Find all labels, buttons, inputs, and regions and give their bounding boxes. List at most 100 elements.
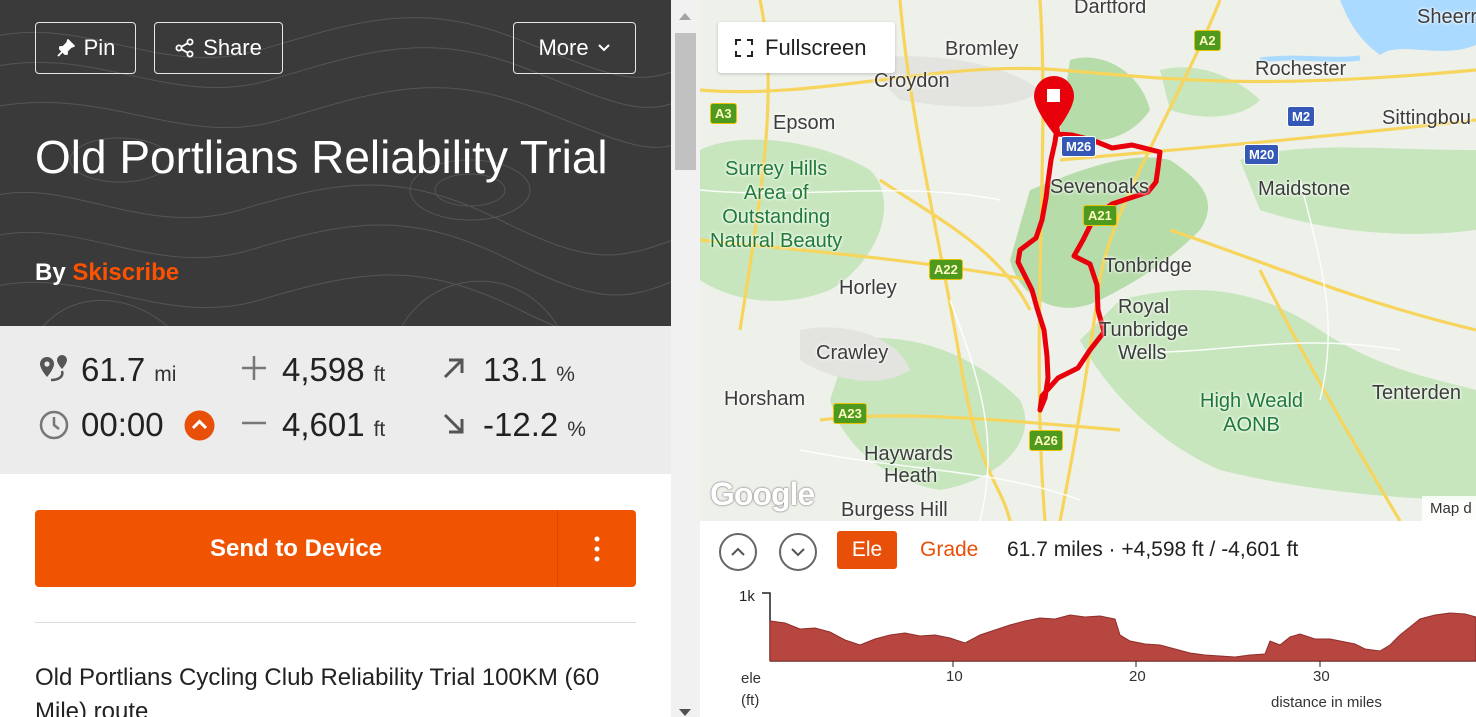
byline: By Skiscribe [35,259,179,287]
map-place-rochester: Rochester [1255,58,1347,80]
route-details-panel: Pin Share More Old Portlians Reliability… [0,0,671,717]
more-label: More [538,35,589,60]
chevron-up-icon [731,547,745,556]
elevation-gain-unit: ft [373,363,386,386]
route-map[interactable]: Fullscreen Dartford Sheerr Bromley Croyd… [700,0,1476,521]
pin-icon [56,39,75,57]
plus-icon [242,356,266,380]
arrow-up-right-icon [443,358,464,379]
section-divider [35,622,636,623]
send-options-button[interactable] [558,510,636,587]
road-a26: A26 [1029,430,1063,451]
kebab-menu-icon [594,536,600,561]
area-line: Natural Beauty [710,230,843,252]
elevation-loss-unit: ft [373,418,386,441]
area-line: Area of [743,182,809,204]
time-stat: 00:00 [81,406,164,444]
area-line: High Weald [1200,390,1304,412]
road-a22: A22 [929,259,963,280]
max-grade-stat: 13.1 % [483,351,575,389]
by-prefix: By [35,259,66,286]
map-place-sheerness: Sheerr [1417,6,1476,28]
chevron-up-circle-icon[interactable] [184,410,215,441]
chevron-down-icon [791,548,805,557]
tab-grade[interactable]: Grade [920,538,979,561]
scrollbar-thumb[interactable] [675,33,696,170]
x-tick-10: 10 [946,668,963,685]
map-place-haywards: Haywards [864,443,953,465]
map-place-epsom: Epsom [773,112,836,134]
more-button[interactable]: More [513,22,636,74]
elevation-summary: 61.7 miles · +4,598 ft / -4,601 ft [1007,538,1299,561]
arrow-down-right-icon [443,413,464,434]
road-a2: A2 [1194,30,1221,51]
google-logo: Google [710,476,815,512]
map-place-heath: Heath [884,465,938,487]
road-a23: A23 [833,403,867,424]
page-scrollbar[interactable] [671,0,700,717]
area-line: Outstanding [722,206,831,228]
elevation-gain-value: 4,598 [282,351,365,388]
min-grade-stat: -12.2 % [483,406,586,444]
elevation-profile-area [769,612,1476,662]
elevation-loss-value: 4,601 [282,406,365,443]
fullscreen-label: Fullscreen [765,34,867,60]
x-tick-20: 20 [1129,668,1146,685]
minus-icon [242,421,266,425]
max-grade-unit: % [556,363,575,386]
map-area-high-weald: High Weald AONB [1200,389,1303,437]
y-tick-1k: 1k [739,588,755,605]
map-canvas [700,0,1476,521]
area-line: AONB [1223,414,1280,436]
expand-up-button[interactable] [719,533,757,571]
elevation-panel: Ele Grade 61.7 miles · +4,598 ft / -4,60… [700,521,1476,717]
road-m2: M2 [1287,106,1316,127]
send-divider [557,510,558,587]
collapse-down-button[interactable] [779,533,817,571]
chevron-down-icon [597,44,610,52]
distance-unit: mi [154,363,177,386]
min-grade-unit: % [567,418,586,441]
map-place-horley: Horley [839,277,897,299]
elevation-chart[interactable]: 1k 10 20 30 ele (ft) distance in miles [700,577,1476,717]
pin-button[interactable]: Pin [35,22,136,74]
road-m26: M26 [1061,136,1097,157]
map-place-wells: Wells [1118,342,1167,364]
area-line: Surrey Hills [725,158,828,180]
clock-icon [39,410,69,440]
elevation-loss-stat: 4,601 ft [282,406,385,444]
map-place-dartford: Dartford [1074,0,1147,18]
map-place-sittingbourne: Sittingbou [1382,107,1471,129]
min-grade-value: -12.2 [483,406,559,443]
map-place-croydon: Croydon [874,70,950,92]
route-distance-icon [40,355,67,382]
elevation-gain-stat: 4,598 ft [282,351,385,389]
share-label: Share [203,35,262,60]
route-description: Old Portlians Cycling Club Reliability T… [35,664,600,717]
pin-label: Pin [83,35,116,60]
send-to-device-button[interactable]: Send to Device [209,534,383,562]
y-axis-label-ele: ele [741,670,761,687]
map-place-sevenoaks: Sevenoaks [1050,176,1149,198]
send-to-device-group: Send to Device [35,510,636,587]
map-area-surrey-hills: Surrey Hills Area of Outstanding Natural… [710,157,842,253]
tab-elevation[interactable]: Ele [837,531,897,569]
map-data-attribution[interactable]: Map d [1422,496,1476,521]
x-axis-label: distance in miles [1271,694,1382,711]
map-place-burgess-hill: Burgess Hill [841,499,948,521]
road-a21: A21 [1083,205,1117,226]
author-link[interactable]: Skiscribe [72,259,180,286]
scroll-up-arrow-icon[interactable] [679,13,691,20]
scroll-down-arrow-icon[interactable] [679,709,691,716]
route-stats: 61.7 mi 4,598 ft 13.1 % 00:00 [0,326,671,474]
map-place-horsham: Horsham [724,388,806,410]
fullscreen-icon [735,38,753,57]
distance-stat: 61.7 mi [81,351,176,389]
y-axis [762,592,771,661]
map-place-tonbridge: Tonbridge [1104,255,1192,277]
road-m20: M20 [1244,144,1280,165]
share-button[interactable]: Share [154,22,283,74]
fullscreen-button[interactable]: Fullscreen [718,22,895,73]
max-grade-value: 13.1 [483,351,548,388]
